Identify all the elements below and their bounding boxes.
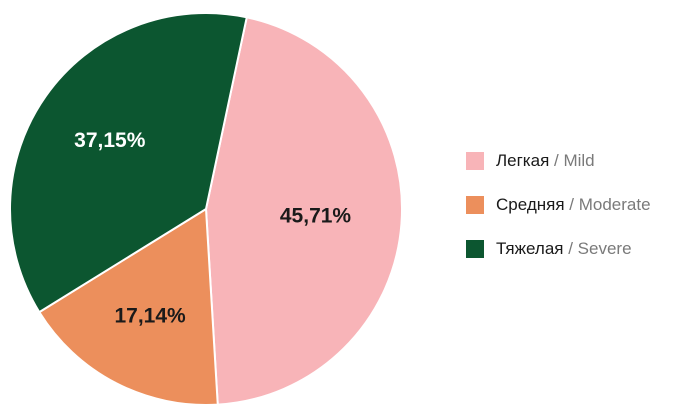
legend-label-moderate-ru: Средняя: [496, 195, 565, 214]
pie-slice-severe: [9, 12, 248, 314]
legend-label-mild-ru: Легкая: [496, 151, 550, 170]
legend-label-mild-en: Mild: [563, 151, 595, 170]
legend-label-mild: Легкая / Mild: [496, 151, 595, 171]
legend-label-moderate: Средняя / Moderate: [496, 195, 651, 215]
legend-label-severe-ru: Тяжелая: [496, 239, 564, 258]
legend-swatch-severe: [466, 240, 484, 258]
legend-swatch-mild: [466, 152, 484, 170]
legend-item-mild: Легкая / Mild: [466, 150, 686, 172]
legend-label-severe-en: Severe: [577, 239, 632, 258]
legend-label-moderate-en: Moderate: [578, 195, 651, 214]
legend-label-severe: Тяжелая / Severe: [496, 239, 632, 259]
pie-label-mild: 45,71%: [280, 205, 352, 228]
pie-label-severe: 37,15%: [74, 129, 146, 152]
pie-slice-mild: [204, 16, 404, 406]
pie-slice-moderate: [37, 207, 219, 407]
legend: Легкая / Mild Средняя / Moderate Тяжелая…: [466, 150, 686, 282]
pie-slices: [9, 12, 404, 407]
pie-slice-labels: 45,71% 17,14% 37,15%: [74, 129, 351, 328]
pie-label-moderate: 17,14%: [114, 304, 186, 327]
legend-item-severe: Тяжелая / Severe: [466, 238, 686, 260]
legend-separator: /: [564, 195, 579, 214]
legend-separator: /: [549, 151, 564, 170]
legend-swatch-moderate: [466, 196, 484, 214]
legend-separator: /: [563, 239, 578, 258]
legend-item-moderate: Средняя / Moderate: [466, 194, 686, 216]
